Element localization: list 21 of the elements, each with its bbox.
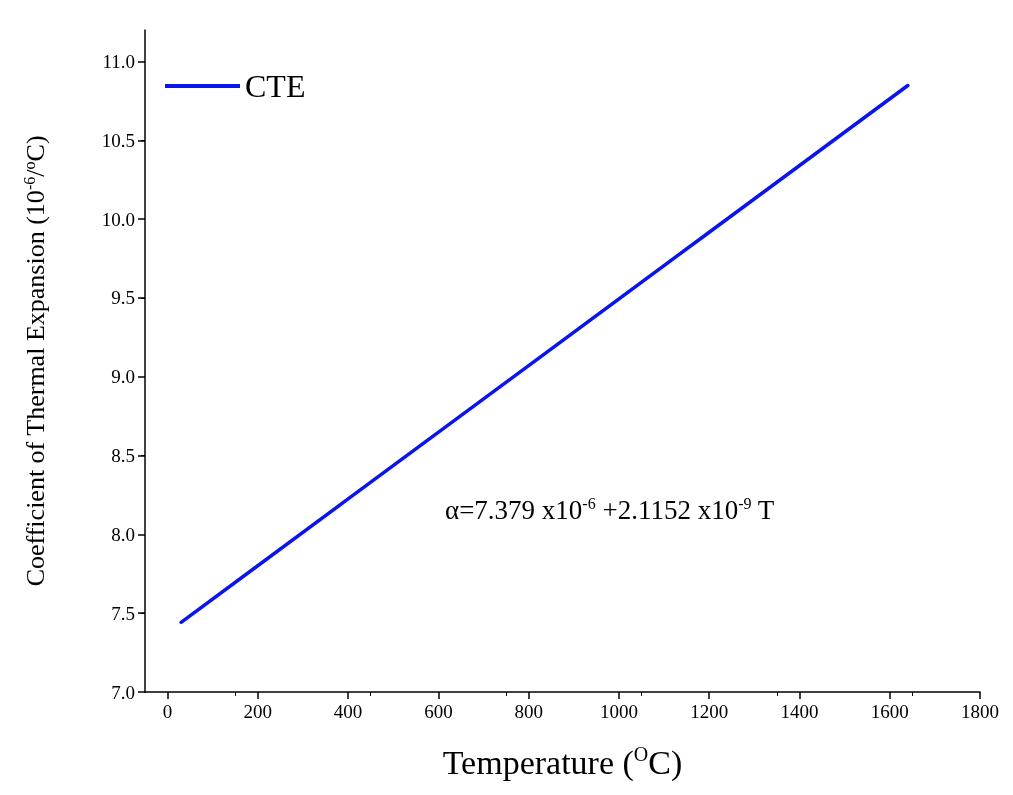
y-tick-label: 7.0 <box>111 681 135 703</box>
y-tick-label: 8.0 <box>111 523 135 545</box>
y-tick-label: 10.5 <box>101 129 135 151</box>
x-tick-label: 600 <box>424 701 453 722</box>
y-tick-label: 9.5 <box>111 287 135 309</box>
x-tick-label: 1200 <box>690 701 729 722</box>
y-tick-label: 10.0 <box>101 208 135 230</box>
legend-label: CTE <box>245 68 306 104</box>
y-tick-label: 9.0 <box>111 366 135 388</box>
y-tick-label: 8.5 <box>111 445 135 467</box>
x-tick-label: 400 <box>333 701 363 722</box>
y-tick-label: 11.0 <box>102 51 135 73</box>
x-tick-label: 1800 <box>961 701 999 722</box>
x-tick-label: 200 <box>243 701 273 722</box>
x-tick-label: 0 <box>162 701 173 722</box>
x-tick-label: 1000 <box>599 701 638 722</box>
x-tick-label: 800 <box>514 701 543 722</box>
y-axis-title: Coefficient of Thermal Expansion (10-6/oC) <box>20 135 50 587</box>
y-tick-label: 7.5 <box>111 602 135 624</box>
x-tick-label: 1600 <box>870 701 909 722</box>
x-tick-label: 1400 <box>780 701 819 722</box>
